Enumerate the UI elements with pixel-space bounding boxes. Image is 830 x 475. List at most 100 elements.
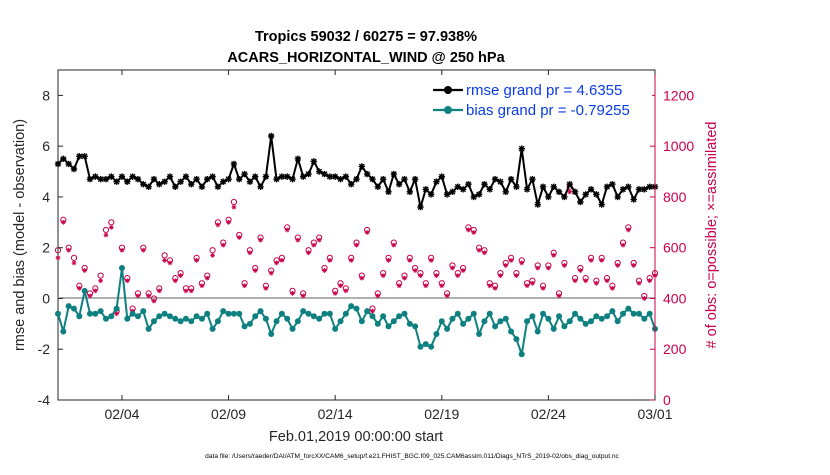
axes: -4 -2 0 2 4 6 8 0 200 400 600 800 1000 1200 02/04 02/09…	[38, 70, 694, 422]
rmse-point	[113, 178, 120, 185]
obs-assimilated-point	[636, 280, 642, 286]
rmse-point	[140, 181, 147, 188]
obs-assimilated-point	[434, 273, 439, 279]
bias-point	[630, 310, 637, 317]
bias-point	[268, 331, 275, 337]
rmse-point	[246, 178, 254, 185]
bias-point	[497, 318, 504, 325]
bias-point	[572, 310, 579, 317]
bias-point	[646, 310, 653, 317]
rmse-point	[513, 183, 520, 190]
rmse-point	[86, 175, 94, 183]
rmse-point	[236, 175, 243, 183]
obs-assimilated-point	[540, 285, 546, 291]
rmse-point	[193, 175, 200, 183]
obs-assimilated-point	[231, 204, 237, 210]
obs-assimilated-point	[66, 247, 72, 253]
rmse-point	[188, 181, 195, 188]
bias-point	[406, 320, 413, 327]
y-tick-label: 6	[42, 138, 50, 154]
obs-assimilated-point	[577, 268, 583, 273]
obs-assimilated-point	[247, 250, 253, 256]
rmse-point	[150, 175, 158, 183]
obs-assimilated-point	[306, 250, 311, 256]
rmse-point	[363, 170, 371, 178]
rmse-point	[331, 173, 339, 180]
rmse-point	[172, 183, 179, 190]
data-file-footnote: data file: /Users/raeder/DAI/ATM_forcXX/…	[205, 453, 619, 460]
obs-assimilated-point	[444, 293, 450, 299]
rmse-point	[230, 160, 238, 168]
bias-point	[124, 315, 131, 322]
bias-point	[417, 343, 424, 350]
bias-point	[454, 310, 461, 317]
bias-point	[604, 313, 611, 320]
y-tick-label: 8	[42, 87, 50, 103]
bias-point	[380, 313, 387, 320]
bias-point	[524, 318, 531, 325]
chart-title: Tropics 59032 / 60275 = 97.938%	[255, 29, 477, 45]
y-tick-label: -2	[38, 341, 51, 357]
rmse-point	[257, 183, 264, 190]
obs-assimilated-point	[471, 230, 477, 235]
obs-assimilated-point	[466, 227, 471, 233]
rmse-point	[385, 188, 392, 196]
obs-possible-point	[230, 198, 238, 206]
rmse-point	[433, 178, 440, 185]
bias-point	[620, 310, 627, 317]
rmse-point	[102, 175, 110, 183]
x-axis-label: Feb.01,2019 00:00:00 start	[269, 429, 443, 445]
rmse-point	[76, 153, 83, 160]
obs-assimilated-point	[551, 252, 557, 258]
bias-point	[508, 328, 515, 335]
rmse-point	[470, 193, 477, 201]
obs-assimilated-point	[295, 237, 301, 243]
obs-assimilated-point	[199, 283, 205, 289]
obs-possible-point	[102, 226, 110, 234]
bias-point	[300, 308, 307, 315]
obs-assimilated-point	[338, 283, 343, 289]
obs-assimilated-point	[487, 283, 493, 289]
rmse-point	[459, 186, 467, 193]
obs-assimilated-point	[418, 273, 423, 279]
legend-bias-label: bias grand pr = -0.79255	[466, 102, 630, 119]
bias-point	[353, 305, 360, 312]
obs-assimilated-point	[364, 230, 370, 235]
bias-point	[118, 265, 125, 271]
rmse-point	[326, 173, 334, 180]
rmse-point	[294, 155, 302, 163]
obs-assimilated-point	[492, 285, 498, 291]
bias-point	[337, 318, 344, 325]
bias-point	[577, 315, 584, 322]
rmse-point	[401, 175, 408, 183]
rmse-point	[395, 181, 403, 188]
rmse-point	[593, 191, 600, 198]
obs-assimilated-point	[391, 242, 397, 248]
rmse-point	[182, 173, 190, 180]
bias-point	[342, 310, 349, 317]
obs-assimilated-point	[300, 293, 306, 299]
obs-assimilated-point	[519, 260, 525, 266]
obs-assimilated-point	[396, 283, 402, 289]
y-tick-label: -4	[38, 392, 51, 408]
bias-point	[540, 310, 547, 317]
bias-point	[449, 315, 456, 322]
y-tick-label: 2	[42, 240, 50, 256]
obs-assimilated-point	[71, 260, 77, 266]
rmse-point	[220, 178, 227, 185]
bias-point	[566, 318, 573, 325]
rmse-point	[577, 198, 584, 206]
obs-assimilated-point	[343, 288, 349, 294]
bias-point	[284, 315, 291, 322]
bias-point	[316, 315, 323, 322]
obs-assimilated-point	[588, 257, 594, 263]
rmse-point	[268, 132, 275, 140]
rmse-point	[284, 173, 291, 180]
obs-assimilated-point	[604, 278, 610, 284]
bias-point	[641, 315, 648, 322]
rmse-point	[337, 175, 344, 183]
rmse-point	[417, 203, 424, 211]
obs-assimilated-point	[284, 227, 290, 233]
bias-point	[76, 313, 83, 320]
rmse-point	[81, 153, 88, 160]
